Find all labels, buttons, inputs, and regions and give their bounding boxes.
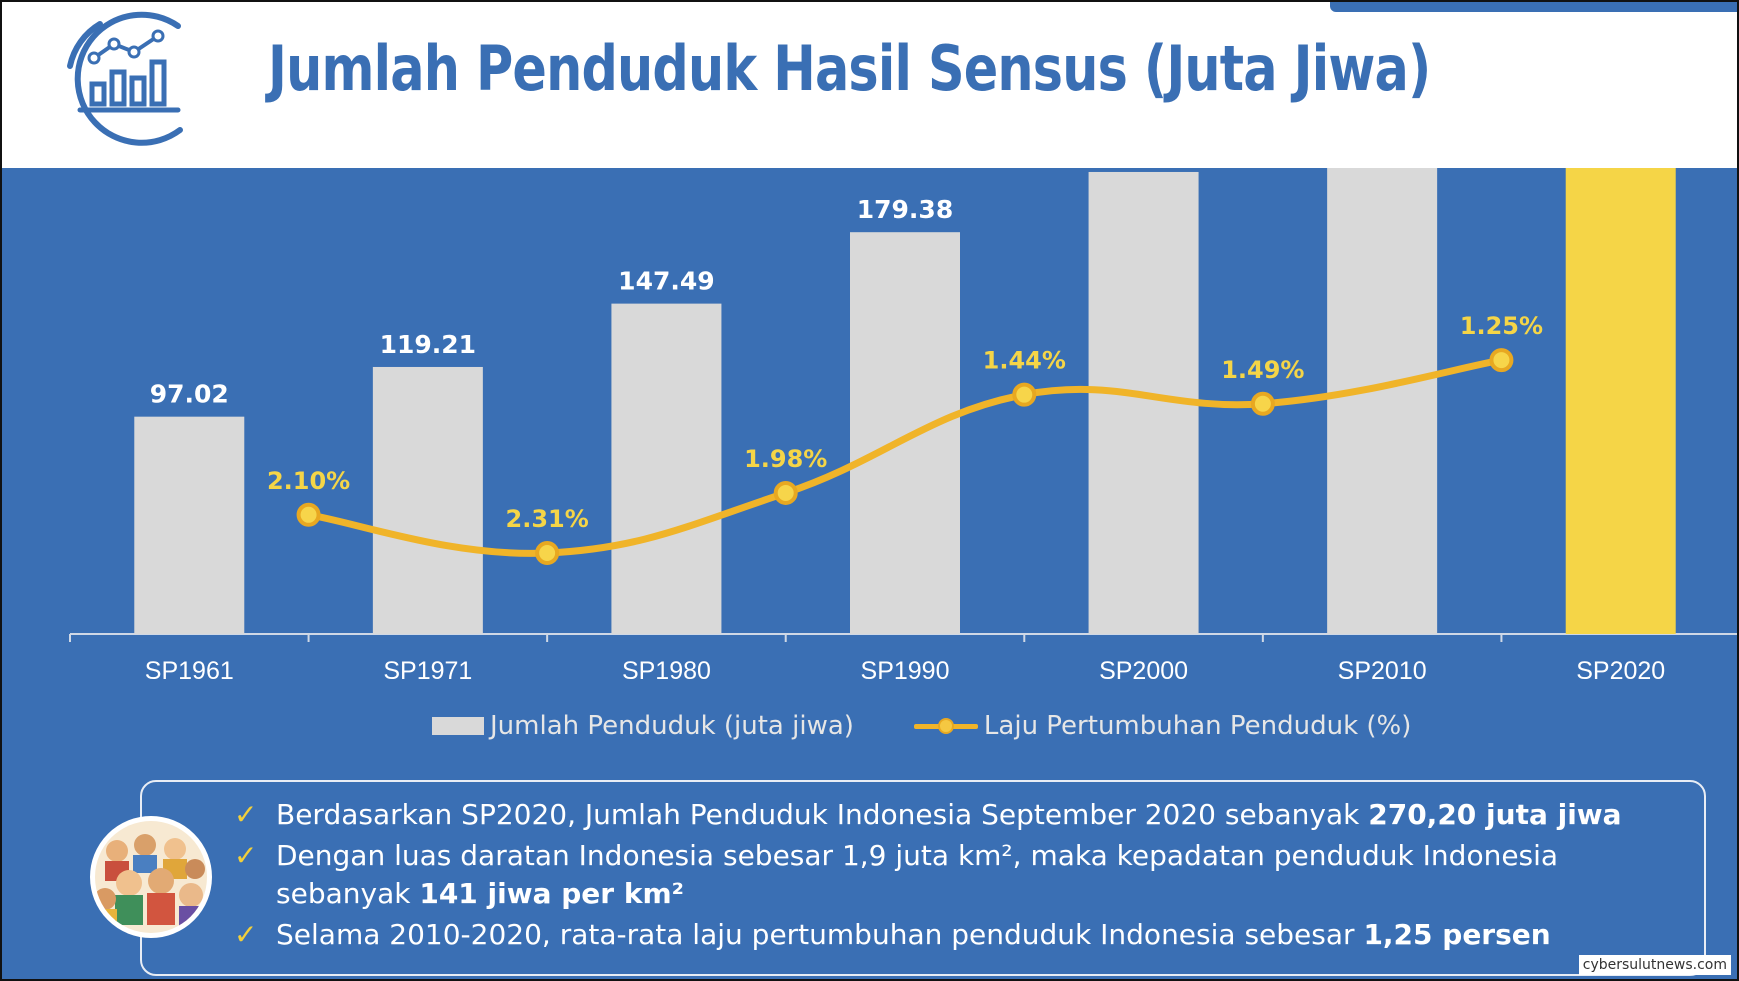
growth-rate-point — [773, 480, 798, 505]
checkmark-icon: ✓ — [234, 918, 258, 951]
checkmark-icon: ✓ — [234, 798, 258, 831]
bar-sp2020 — [1565, 168, 1676, 634]
growth-rate-point — [296, 502, 321, 527]
growth-rate-label: 1.49% — [1221, 356, 1304, 384]
legend-item-bar: Jumlah Penduduk (juta jiwa) — [432, 711, 854, 741]
x-tick-label: SP1961 — [145, 657, 234, 685]
legend-item-line: Laju Pertumbuhan Penduduk (%) — [913, 711, 1412, 741]
header: Jumlah Penduduk Hasil Sensus (Juta Jiwa) — [2, 2, 1737, 168]
x-tick-label: SP2010 — [1338, 657, 1427, 685]
growth-rate-label: 1.25% — [1460, 312, 1543, 340]
legend-line-label: Laju Pertumbuhan Penduduk (%) — [983, 711, 1412, 741]
legend-bar-label: Jumlah Penduduk (juta jiwa) — [490, 711, 854, 741]
growth-rate-point — [535, 541, 560, 566]
info-item: ✓ Selama 2010-2020, rata-rata laju pertu… — [230, 916, 1690, 954]
bar-sp1980 — [611, 303, 722, 634]
x-tick-label: SP2000 — [1099, 657, 1188, 685]
page-title: Jumlah Penduduk Hasil Sensus (Juta Jiwa) — [268, 32, 1431, 105]
info-item-bold: 141 jiwa per km² — [419, 877, 684, 910]
info-item: ✓ Berdasarkan SP2020, Jumlah Penduduk In… — [230, 796, 1690, 834]
info-item: ✓ Dengan luas daratan Indonesia sebesar … — [230, 837, 1690, 913]
chart-legend: Jumlah Penduduk (juta jiwa) Laju Pertumb… — [432, 703, 1411, 749]
info-item-text: Selama 2010-2020, rata-rata laju pertumb… — [276, 918, 1364, 951]
bar-value-label: 97.02 — [150, 380, 229, 409]
growth-rate-point — [1012, 382, 1037, 407]
bar-value-label: 179.38 — [857, 195, 953, 224]
growth-rate-line — [305, 356, 1505, 557]
bar-sp2010 — [1327, 168, 1438, 634]
chart-panel: 97.02 SP1961 119.21 SP1971 147.49 SP1980 179.3… — [2, 168, 1737, 979]
info-item-text: Dengan luas daratan Indonesia sebesar 1,… — [276, 839, 1559, 910]
legend-bar-swatch — [432, 717, 484, 735]
bar-sp1971 — [372, 366, 483, 634]
growth-rate-point — [1489, 348, 1514, 373]
bar-value-label: 147.49 — [618, 267, 714, 296]
crowd-people-icon — [90, 816, 212, 938]
info-item-bold: 270,20 juta jiwa — [1368, 798, 1622, 831]
population-chart: 97.02 SP1961 119.21 SP1971 147.49 SP1980 179.3… — [69, 168, 1737, 685]
growth-rate-point — [1250, 391, 1275, 416]
growth-rate-label: 2.10% — [267, 467, 350, 495]
x-tick-label: SP1980 — [622, 657, 711, 685]
x-tick-label: SP2020 — [1576, 657, 1665, 685]
info-item-bold: 1,25 persen — [1363, 918, 1551, 951]
top-accent-stripe — [1330, 2, 1737, 12]
bar-value-label: 119.21 — [380, 330, 476, 359]
x-tick-label: SP1971 — [383, 657, 472, 685]
chart-growth-icon — [67, 11, 183, 146]
legend-line-swatch — [913, 716, 978, 736]
checkmark-icon: ✓ — [234, 839, 258, 872]
bar-sp1961 — [134, 416, 245, 634]
growth-rate-label: 2.31% — [506, 505, 589, 533]
bar-sp1990 — [850, 232, 960, 635]
info-item-text: Berdasarkan SP2020, Jumlah Penduduk Indo… — [276, 798, 1369, 831]
info-list: ✓ Berdasarkan SP2020, Jumlah Penduduk In… — [230, 796, 1690, 957]
growth-rate-label: 1.44% — [983, 347, 1066, 375]
growth-rate-label: 1.98% — [744, 445, 827, 473]
x-tick-label: SP1990 — [861, 657, 950, 685]
watermark: cybersulutnews.com — [1578, 955, 1731, 975]
